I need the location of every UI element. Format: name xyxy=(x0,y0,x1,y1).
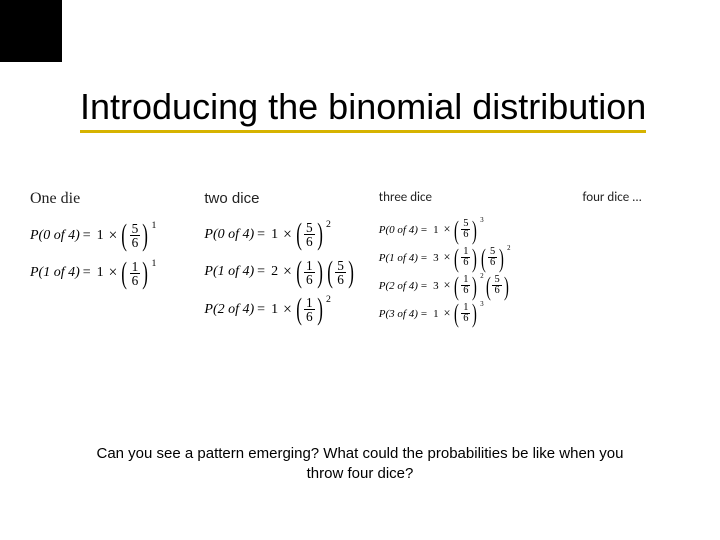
formula-c3r2: P(1 of 4)=3×(16)(56)2 xyxy=(379,247,575,269)
column-four-dice: four dice ... xyxy=(583,190,700,334)
col-header-two: two dice xyxy=(204,190,370,207)
column-one-die: One die P(0 of 4)=1×(56)1 P(1 of 4)=1×(1… xyxy=(30,190,196,334)
formula-c3r1: P(0 of 4)=1×(56)3 xyxy=(379,219,575,241)
column-two-dice: two dice P(0 of 4)=1×(56)2 P(1 of 4)=2×(… xyxy=(204,190,370,334)
corner-decoration xyxy=(0,0,62,62)
formula-c2r3: P(2 of 4)=1×(16)2 xyxy=(204,296,370,324)
formula-c3r4: P(3 of 4)=1×(16)3 xyxy=(379,303,575,325)
content-area: One die P(0 of 4)=1×(56)1 P(1 of 4)=1×(1… xyxy=(30,190,700,334)
formula-c2r2: P(1 of 4)=2×(16)(56) xyxy=(204,259,370,287)
slide-title: Introducing the binomial distribution xyxy=(80,86,646,133)
formula-c1r1: P(0 of 4)=1×(56)1 xyxy=(30,222,196,250)
column-three-dice: three dice P(0 of 4)=1×(56)3 P(1 of 4)=3… xyxy=(379,190,575,334)
col-header-one: One die xyxy=(30,190,196,208)
col-header-four: four dice ... xyxy=(583,190,700,205)
formula-c1r2: P(1 of 4)=1×(16)1 xyxy=(30,260,196,288)
footer-question: Can you see a pattern emerging? What cou… xyxy=(0,444,720,485)
formula-c2r1: P(0 of 4)=1×(56)2 xyxy=(204,221,370,249)
formula-c3r3: P(2 of 4)=3×(16)2(56) xyxy=(379,275,575,297)
col-header-three: three dice xyxy=(379,190,575,205)
